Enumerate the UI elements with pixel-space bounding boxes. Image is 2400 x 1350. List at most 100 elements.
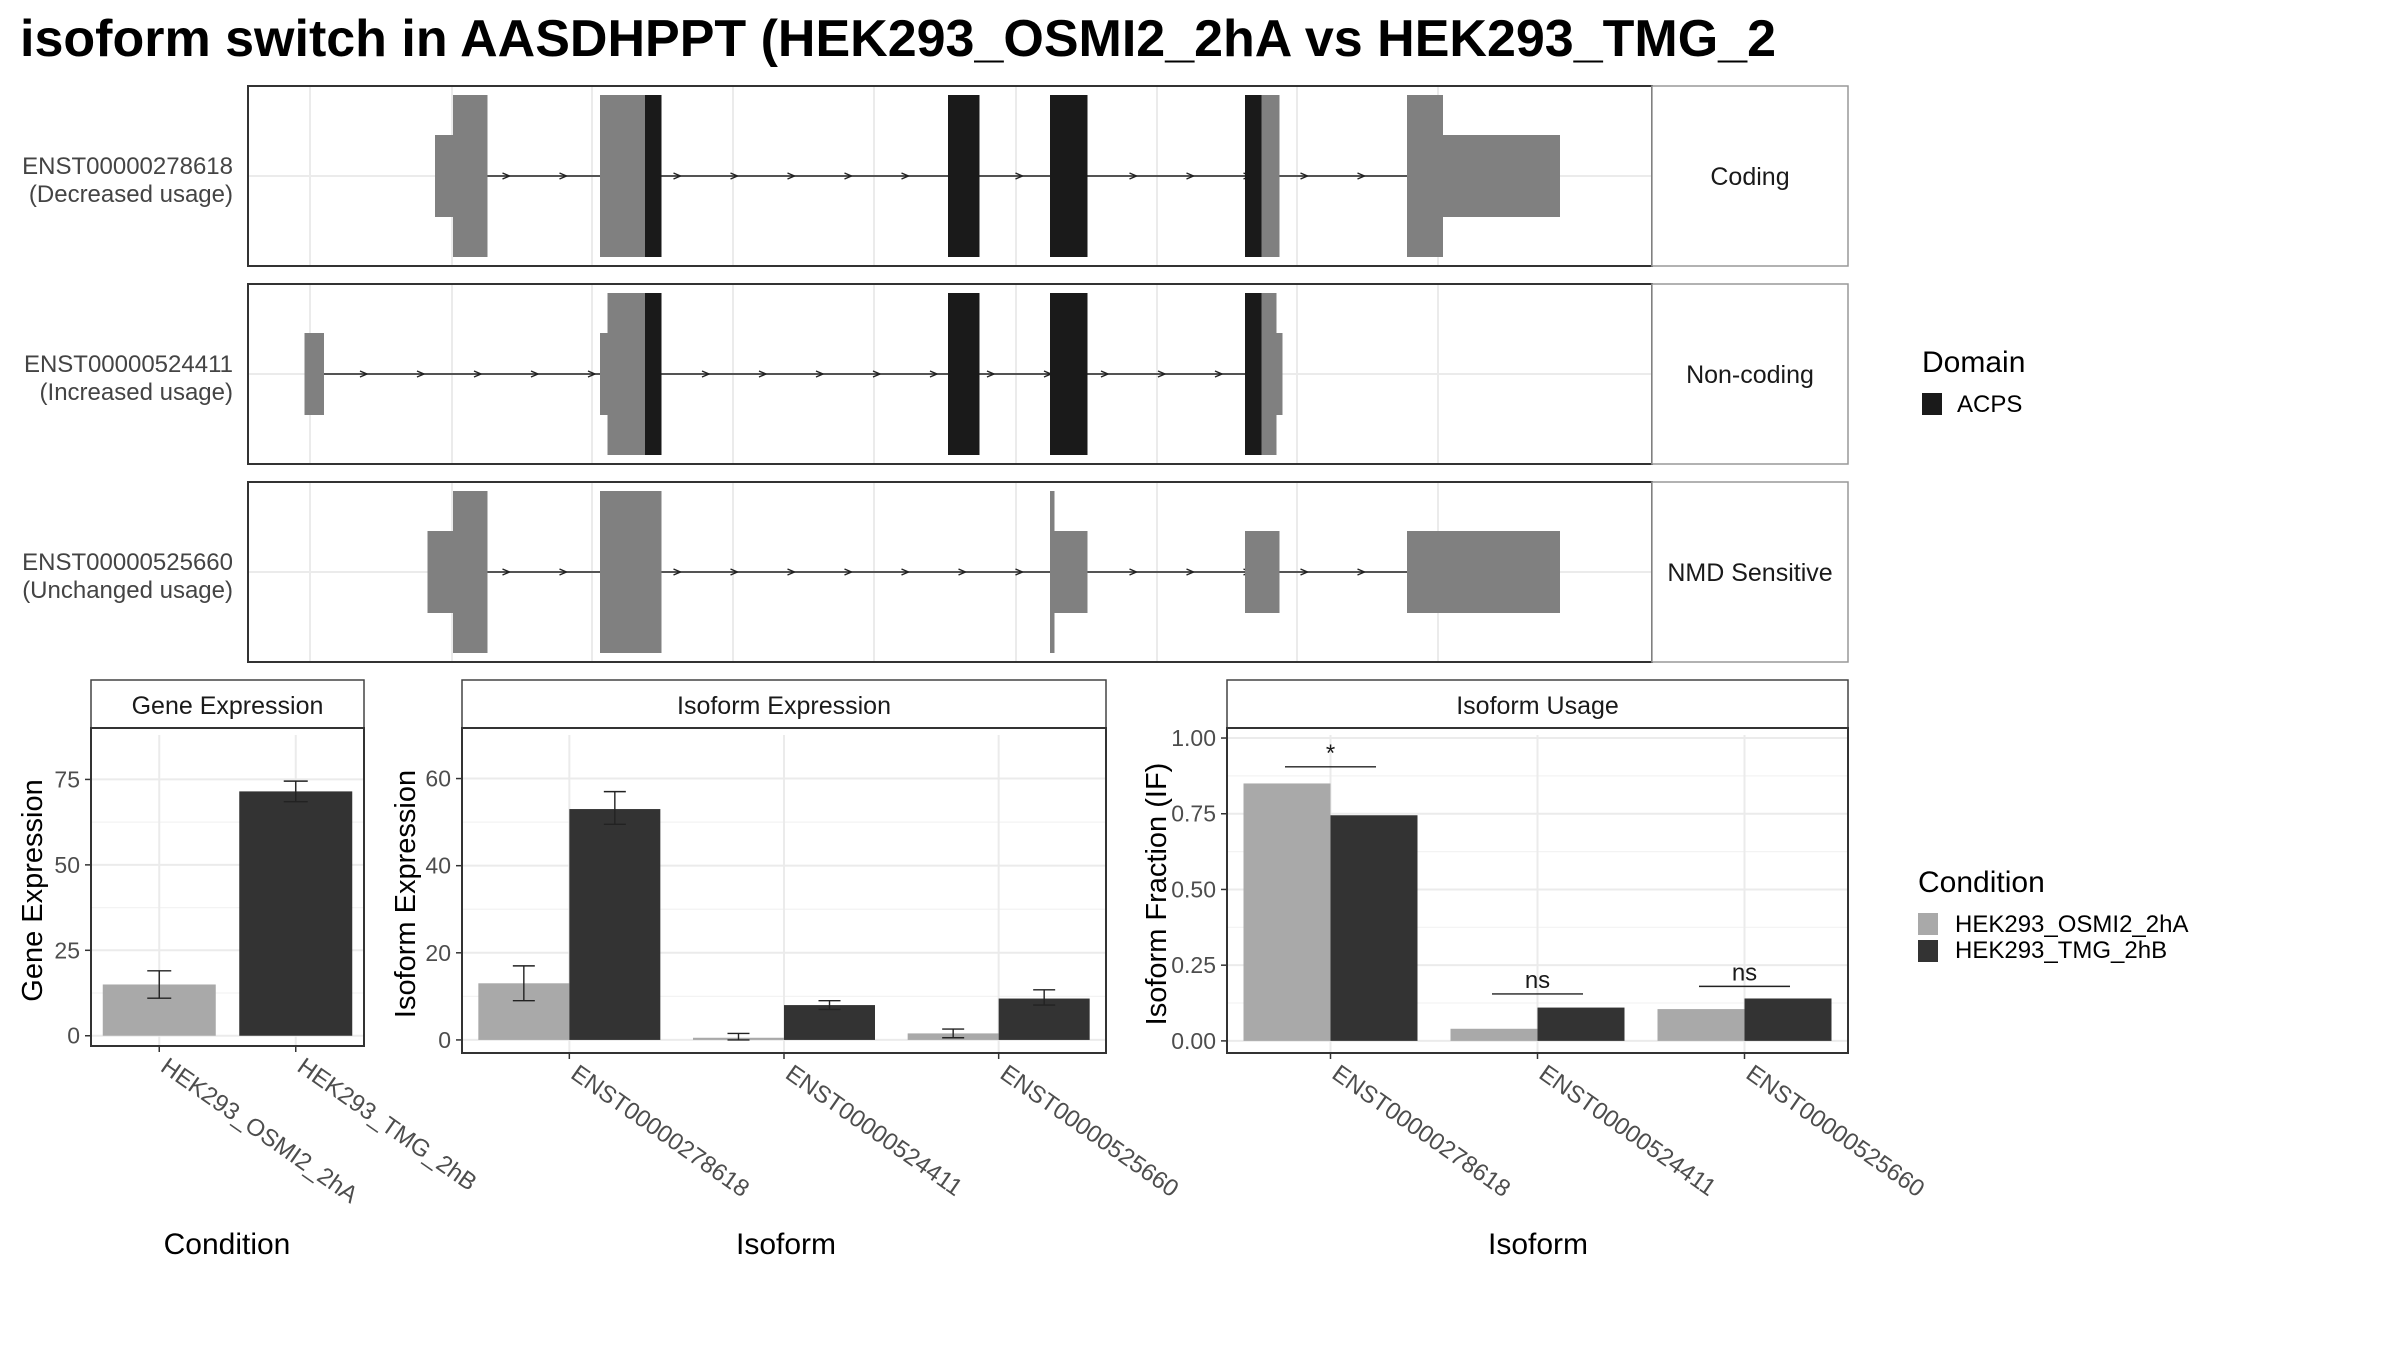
transcript-type-label: Non-coding	[1686, 361, 1814, 389]
x-axis-title: Condition	[164, 1228, 291, 1261]
utr-exon	[453, 95, 488, 257]
intron-arrow	[1186, 172, 1196, 180]
chart-3: Isoform Usage 0.00 0.25 0.50 0.75 1.00 * ns ns EN…	[1141, 679, 1929, 1261]
bar-ENST00000278618-HEK293_OSMI2_2hA	[1243, 783, 1331, 1041]
condition-legend: Condition HEK293_OSMI2_2hA HEK293_TMG_2h…	[1918, 866, 2188, 964]
significance-label: ns	[1525, 967, 1550, 994]
error-bar	[283, 780, 308, 803]
x-tick-label: ENST00000524411	[781, 1060, 968, 1202]
bar-ENST00000525660-HEK293_TMG_2hB	[1744, 998, 1832, 1041]
bar-ENST00000524411-HEK293_TMG_2hB	[1537, 1007, 1625, 1041]
intron-arrow	[730, 172, 740, 180]
bar-charts: Gene Expression0255075HEK293_OSMI2_2hAHE…	[17, 679, 1929, 1261]
utr-exon	[1261, 95, 1280, 257]
transcript-usage-label: (Unchanged usage)	[22, 577, 233, 604]
condition-legend-key-a	[1918, 913, 1938, 935]
intron-arrow	[559, 568, 569, 576]
chart-title: Isoform Expression	[677, 692, 891, 720]
domain-exon	[1245, 293, 1262, 455]
y-tick-label: 40	[425, 853, 451, 879]
domain-exon	[1050, 293, 1088, 455]
chart-strip	[90, 679, 365, 729]
transcript-type-strip	[1651, 283, 1849, 465]
x-tick-label: ENST00000525660	[995, 1060, 1183, 1203]
intron-arrow	[1214, 370, 1224, 378]
intron-arrow	[1357, 568, 1367, 576]
utr-exon	[1407, 531, 1560, 613]
bar-ENST00000524411-HEK293_OSMI2_2hA	[1450, 1028, 1538, 1041]
utr-exon	[1276, 333, 1283, 415]
error-bar	[818, 1000, 841, 1011]
intron-arrow	[587, 370, 597, 378]
y-tick-label: 0.00	[1171, 1028, 1216, 1054]
transcript-type-strip	[1651, 85, 1849, 267]
intron-arrow	[1100, 370, 1110, 378]
y-tick-label: 25	[54, 937, 80, 963]
intron-arrow	[958, 568, 968, 576]
intron-arrow	[502, 172, 512, 180]
intron-arrow	[901, 172, 911, 180]
transcript-id-label: ENST00000525660	[22, 549, 233, 576]
intron-arrow	[844, 568, 854, 576]
utr-exon	[435, 135, 453, 217]
intron-arrow	[1015, 172, 1025, 180]
bar-ENST00000278618-HEK293_TMG_2hB	[1330, 815, 1418, 1041]
y-tick-label: 1.00	[1171, 725, 1216, 751]
significance-label: ns	[1732, 959, 1757, 986]
intron-arrow	[359, 370, 369, 378]
intron-arrow	[416, 370, 426, 378]
condition-legend-title: Condition	[1918, 866, 2045, 899]
intron-arrow	[1129, 568, 1139, 576]
intron-arrow	[1300, 568, 1310, 576]
utr-exon	[600, 95, 645, 257]
intron-arrow	[1357, 172, 1367, 180]
domain-exon	[645, 293, 662, 455]
intron-arrow	[986, 370, 996, 378]
intron-arrow	[872, 370, 882, 378]
error-bar	[512, 965, 535, 1002]
intron-arrow	[901, 568, 911, 576]
intron-arrow	[815, 370, 825, 378]
transcript-row-3: NMD Sensitive ENST00000525660(Unchanged u…	[22, 481, 1849, 663]
transcript-type-label: NMD Sensitive	[1667, 559, 1832, 587]
intron-arrow	[559, 172, 569, 180]
intron-arrow	[502, 568, 512, 576]
utr-exon	[1261, 293, 1277, 455]
utr-exon	[304, 333, 324, 415]
domain-exon	[1050, 95, 1088, 257]
y-tick-label: 75	[54, 766, 80, 792]
transcript-id-label: ENST00000524411	[24, 351, 233, 378]
y-axis-title: Isoform Fraction (IF)	[1141, 763, 1173, 1026]
error-bar	[1033, 989, 1056, 1006]
intron-arrow	[1300, 172, 1310, 180]
x-axis-title: Isoform	[736, 1228, 836, 1261]
significance-label: *	[1326, 740, 1335, 767]
error-bar	[147, 970, 172, 999]
intron-arrow	[730, 568, 740, 576]
intron-arrow	[473, 370, 483, 378]
intron-arrow	[758, 370, 768, 378]
y-axis-title: Gene Expression	[17, 779, 49, 1001]
chart-2: Isoform Expression 0 20 40 60 ENST00000278618…	[390, 679, 1183, 1261]
intron-arrow	[530, 370, 540, 378]
domain-legend-title: Domain	[1922, 346, 2025, 379]
intron-arrow	[1186, 568, 1196, 576]
utr-exon	[600, 333, 608, 415]
intron-arrow	[844, 172, 854, 180]
transcript-id-label: ENST00000278618	[22, 153, 233, 180]
domain-legend-key	[1922, 393, 1942, 415]
utr-exon	[1443, 135, 1560, 217]
y-tick-label: 50	[54, 852, 80, 878]
y-axis-title: Isoform Expression	[390, 770, 422, 1018]
domain-legend: Domain ACPS	[1922, 346, 2025, 418]
intron-arrow	[673, 568, 683, 576]
transcript-usage-label: (Decreased usage)	[29, 181, 233, 208]
figure-title: isoform switch in AASDHPPT (HEK293_OSMI2…	[20, 10, 1776, 68]
y-tick-label: 0	[438, 1027, 451, 1053]
transcript-usage-label: (Increased usage)	[40, 379, 233, 406]
x-tick-label: ENST00000525660	[1741, 1060, 1929, 1203]
domain-legend-label: ACPS	[1957, 391, 2022, 418]
utr-exon	[1054, 531, 1088, 613]
intron-arrow	[1015, 568, 1025, 576]
error-bar	[942, 1028, 965, 1039]
